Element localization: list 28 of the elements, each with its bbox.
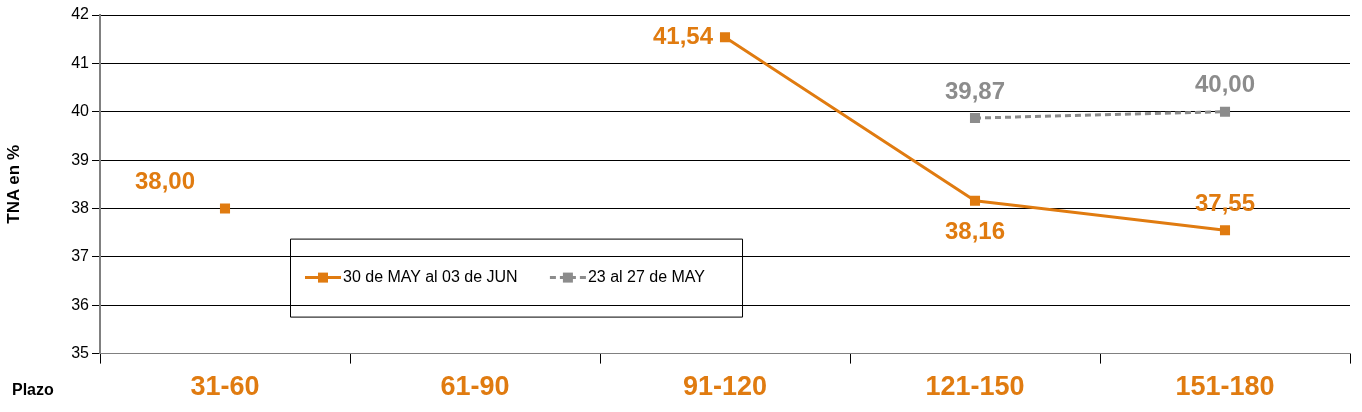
y-axis-title: TNA en % — [3, 144, 23, 224]
x-tick-label: 61-90 — [440, 371, 510, 402]
y-tick-label: 36 — [71, 295, 90, 313]
point — [719, 32, 731, 43]
data-label: 40,00 — [1194, 70, 1256, 98]
y-tick-label: 42 — [71, 5, 90, 23]
point — [969, 195, 981, 206]
y-tick-label: 37 — [71, 247, 90, 265]
legend-label: 30 de MAY al 03 de JUN — [343, 268, 518, 286]
y-tick-label: 39 — [71, 150, 90, 168]
data-label: 39,87 — [944, 76, 1006, 104]
legend-label: 23 al 27 de MAY — [587, 268, 706, 286]
y-tick-label: 38 — [71, 198, 90, 216]
y-tick-label: 35 — [71, 344, 90, 362]
x-axis-title: Plazo — [12, 381, 55, 399]
data-label: 38,16 — [944, 217, 1006, 245]
y-tick-label: 40 — [71, 102, 90, 120]
x-tick-label: 151-180 — [1175, 371, 1275, 402]
data-label: 41,54 — [652, 21, 714, 49]
x-tick-label: 91-120 — [682, 371, 768, 402]
x-tick-label: 31-60 — [190, 371, 260, 402]
point — [1219, 106, 1231, 117]
y-tick-label: 41 — [71, 53, 90, 71]
x-tick-label: 121-150 — [925, 371, 1025, 402]
data-label: 38,00 — [134, 167, 196, 195]
point — [1219, 225, 1231, 236]
point — [219, 203, 231, 214]
point — [969, 113, 981, 124]
